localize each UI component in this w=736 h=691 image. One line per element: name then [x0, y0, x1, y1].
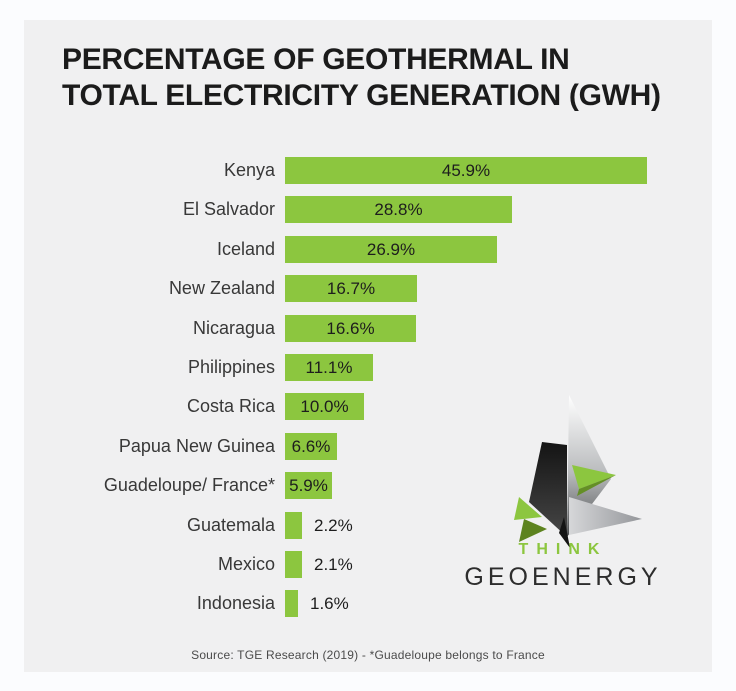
bar-value: 6.6% — [291, 436, 331, 456]
bar-track: 6.6% — [285, 432, 690, 460]
chart-row: Indonesia 1.6% — [38, 590, 690, 618]
logo-geoenergy-label: GEOENERGY — [464, 563, 662, 591]
bar-label: Guatemala — [186, 514, 275, 535]
bar-label: El Salvador — [182, 199, 275, 220]
bar-track: 16.7% — [285, 275, 690, 303]
bar-label: Iceland — [216, 238, 275, 259]
chart-row: Iceland 26.9% — [38, 235, 690, 263]
bar-track: 5.9% — [285, 472, 690, 500]
bar-track: 45.9% — [285, 157, 690, 184]
title-line-1: PERCENTAGE OF GEOTHERMAL IN — [62, 43, 570, 76]
chart-row: Philippines 11.1% — [38, 353, 690, 381]
bar: 2.1% — [285, 550, 353, 578]
bar-value: 10.0% — [300, 397, 349, 417]
logo-think-label: THINK — [518, 541, 608, 558]
bar-value: 2.2% — [314, 515, 353, 535]
bar: 2.2% — [285, 511, 353, 539]
chart-row: Kenya 45.9% — [38, 157, 690, 184]
chart-row: Costa Rica 10.0% — [38, 393, 690, 421]
bar-label: Papua New Guinea — [118, 435, 275, 456]
chart-row: Nicaragua 16.6% — [38, 314, 690, 342]
bar-value: 2.1% — [314, 554, 353, 574]
bar-label: Mexico — [217, 553, 275, 574]
infographic-card: PERCENTAGE OF GEOTHERMAL IN TOTAL ELECTR… — [24, 20, 712, 672]
bar-track: 28.8% — [285, 196, 690, 224]
bar: 6.6% — [285, 432, 337, 460]
bar-value: 26.9% — [366, 239, 416, 259]
bar-track: 1.6% — [285, 590, 690, 618]
bar-value: 28.8% — [374, 200, 423, 220]
bar-label: Kenya — [223, 160, 275, 180]
bar: 16.6% — [285, 314, 416, 342]
bar-track: 16.6% — [285, 314, 690, 342]
bar-label: Philippines — [187, 356, 275, 377]
bar-label: Costa Rica — [186, 396, 275, 417]
bar-value: 5.9% — [289, 476, 328, 496]
chart-row: New Zealand 16.7% — [38, 275, 690, 303]
chart-row: El Salvador 28.8% — [38, 196, 690, 224]
bar-chart: Kenya 45.9% El Salvador 28.8% Iceland 26… — [38, 157, 690, 618]
think-geoenergy-wordmark: THINK GEOENERGY — [433, 541, 693, 592]
bar: 10.0% — [285, 393, 364, 421]
bar-label: Guadeloupe/ France* — [103, 475, 275, 496]
chart-row: Papua New Guinea 6.6% — [38, 432, 690, 460]
bar-label: Nicaragua — [192, 317, 275, 338]
bar-track: 10.0% — [285, 393, 690, 421]
bar-value: 11.1% — [305, 357, 353, 377]
bar: 5.9% — [285, 472, 332, 500]
bar-track: 11.1% — [285, 353, 690, 381]
bar: 28.8% — [285, 196, 512, 224]
bar: 26.9% — [285, 235, 497, 263]
bar: 1.6% — [285, 590, 349, 618]
think-geoenergy-logo-icon — [514, 395, 642, 548]
bar: 11.1% — [285, 353, 373, 381]
source-note: Source: TGE Research (2019) - *Guadeloup… — [191, 648, 545, 662]
bar-value: 16.6% — [326, 318, 375, 338]
page-title: PERCENTAGE OF GEOTHERMAL IN TOTAL ELECTR… — [62, 42, 682, 114]
chart-row: Guatemala 2.2% — [38, 511, 690, 539]
bar-label: New Zealand — [168, 278, 275, 299]
bar-track: 26.9% — [285, 235, 690, 263]
chart-row: Mexico 2.1% — [38, 550, 690, 578]
bar-value: 45.9% — [441, 161, 491, 180]
bar-value: 1.6% — [310, 594, 349, 614]
title-line-2: TOTAL ELECTRICITY GENERATION (GWH) — [62, 79, 661, 112]
bar-track: 2.2% — [285, 511, 690, 539]
bar: 16.7% — [285, 275, 417, 303]
bar: 45.9% — [285, 157, 647, 184]
chart-row: Guadeloupe/ France* 5.9% — [38, 472, 690, 500]
bar-label: Indonesia — [196, 593, 275, 614]
bar-track: 2.1% — [285, 550, 690, 578]
bar-value: 16.7% — [326, 279, 376, 299]
